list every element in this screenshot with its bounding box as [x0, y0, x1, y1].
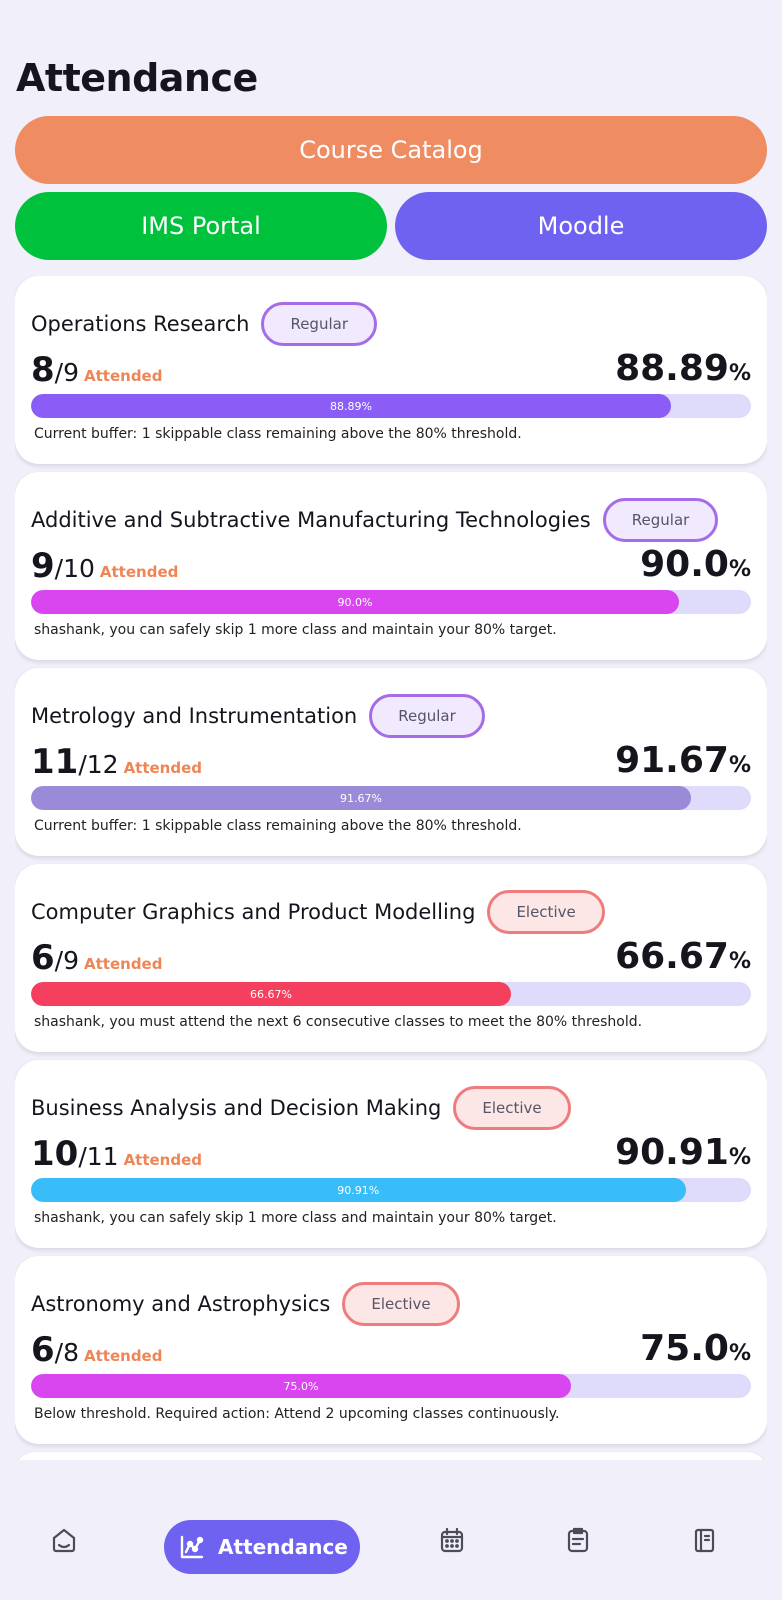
progress-label: 91.67% [340, 791, 382, 805]
course-name: Additive and Subtractive Manufacturing T… [31, 508, 591, 532]
attendance-progress-bar: 91.67% [31, 786, 751, 810]
progress-fill: 75.0% [31, 1374, 571, 1398]
progress-label: 88.89% [330, 399, 372, 413]
attendance-note: shashank, you must attend the next 6 con… [34, 1014, 643, 1030]
attendance-note: Below threshold. Required action: Attend… [34, 1406, 560, 1422]
attendance-percentage: 75.0 [640, 1328, 729, 1369]
progress-fill: 88.89% [31, 394, 671, 418]
home-icon [50, 1526, 78, 1554]
progress-label: 66.67% [250, 987, 292, 1001]
total-count: /10 [54, 554, 95, 583]
course-catalog-button[interactable]: Course Catalog [15, 116, 767, 184]
nav-notes[interactable] [688, 1524, 720, 1556]
attendance-note: shashank, you can safely skip 1 more cla… [34, 622, 557, 638]
attended-label: Attended [84, 1347, 163, 1365]
total-count: /12 [78, 750, 119, 779]
attendance-progress-bar: 75.0% [31, 1374, 751, 1398]
page-title: Attendance [16, 56, 258, 100]
total-count: /9 [54, 946, 80, 975]
attended-count: 6 [31, 1330, 55, 1370]
course-card[interactable]: Metrology and Instrumentation Regular 11/… [15, 668, 767, 856]
course-type-badge: Regular [261, 302, 377, 346]
nav-home[interactable] [48, 1524, 80, 1556]
attendance-note: Current buffer: 1 skippable class remain… [34, 426, 522, 442]
attended-count: 8 [31, 350, 55, 390]
progress-fill: 90.91% [31, 1178, 686, 1202]
total-count: /11 [78, 1142, 119, 1171]
attended-label: Attended [84, 367, 163, 385]
attendance-note: shashank, you can safely skip 1 more cla… [34, 1210, 557, 1226]
progress-fill: 90.0% [31, 590, 679, 614]
percent-symbol: % [728, 949, 751, 974]
nav-attendance-label: Attendance [218, 1535, 348, 1559]
progress-fill: 66.67% [31, 982, 512, 1006]
calendar-icon [438, 1526, 466, 1554]
course-type-badge: Elective [453, 1086, 571, 1130]
course-name: Operations Research [31, 312, 250, 336]
percent-symbol: % [728, 361, 751, 386]
percent-symbol: % [728, 1341, 751, 1366]
course-type-badge: Regular [602, 498, 719, 542]
nav-tasks[interactable] [562, 1524, 594, 1556]
attendance-percentage: 90.0 [640, 544, 729, 585]
course-card[interactable]: Computer Graphics and Product Modelling E… [15, 864, 767, 1052]
course-name: Astronomy and Astrophysics [31, 1292, 331, 1316]
attendance-percentage: 90.91 [615, 1132, 729, 1173]
moodle-button[interactable]: Moodle [395, 192, 767, 260]
course-card[interactable]: Business Analysis and Decision Making Ele… [15, 1060, 767, 1248]
percent-symbol: % [728, 753, 751, 778]
nav-calendar[interactable] [436, 1524, 468, 1556]
attended-label: Attended [123, 1151, 203, 1169]
course-card[interactable]: Astronomy and Astrophysics Elective 6/8 At… [15, 1256, 767, 1444]
nav-attendance[interactable]: Attendance [164, 1520, 360, 1574]
course-card-partial[interactable] [15, 1452, 767, 1460]
progress-label: 90.0% [337, 595, 373, 609]
attended-label: Attended [99, 563, 179, 581]
moodle-label: Moodle [537, 212, 625, 240]
progress-label: 90.91% [337, 1183, 380, 1197]
progress-fill: 91.67% [31, 786, 692, 810]
notebook-icon [690, 1526, 718, 1554]
attendance-progress-bar: 88.89% [31, 394, 751, 418]
attendance-percentage: 88.89 [615, 348, 729, 389]
clipboard-icon [564, 1526, 592, 1554]
attendance-progress-bar: 66.67% [31, 982, 751, 1006]
attendance-percentage: 91.67 [615, 740, 729, 781]
attendance-percentage: 66.67 [615, 936, 729, 977]
attended-count: 10 [31, 1134, 79, 1174]
course-card[interactable]: Additive and Subtractive Manufacturing T… [15, 472, 767, 660]
percent-symbol: % [728, 1145, 751, 1170]
course-list[interactable]: Operations Research Regular 8/9 Attended 8… [15, 276, 767, 1460]
course-name: Computer Graphics and Product Modelling [31, 900, 476, 924]
course-type-badge: Regular [369, 694, 485, 738]
attendance-progress-bar: 90.91% [31, 1178, 751, 1202]
course-type-badge: Elective [487, 890, 605, 934]
attended-label: Attended [84, 955, 163, 973]
attended-count: 6 [31, 938, 55, 978]
attendance-progress-bar: 90.0% [31, 590, 751, 614]
chart-icon [178, 1533, 206, 1561]
ims-portal-button[interactable]: IMS Portal [15, 192, 387, 260]
course-card[interactable]: Operations Research Regular 8/9 Attended 8… [15, 276, 767, 464]
ims-portal-label: IMS Portal [141, 212, 261, 240]
course-name: Metrology and Instrumentation [31, 704, 358, 728]
progress-label: 75.0% [283, 1379, 319, 1393]
attendance-note: Current buffer: 1 skippable class remain… [34, 818, 522, 834]
attended-label: Attended [123, 759, 203, 777]
attended-count: 9 [31, 546, 55, 586]
course-name: Business Analysis and Decision Making [31, 1096, 442, 1120]
attended-count: 11 [31, 742, 79, 782]
percent-symbol: % [728, 557, 751, 582]
course-type-badge: Elective [342, 1282, 460, 1326]
total-count: /9 [54, 358, 80, 387]
course-catalog-label: Course Catalog [299, 136, 483, 164]
total-count: /8 [54, 1338, 80, 1367]
bottom-navigation: Attendance [0, 1460, 782, 1600]
